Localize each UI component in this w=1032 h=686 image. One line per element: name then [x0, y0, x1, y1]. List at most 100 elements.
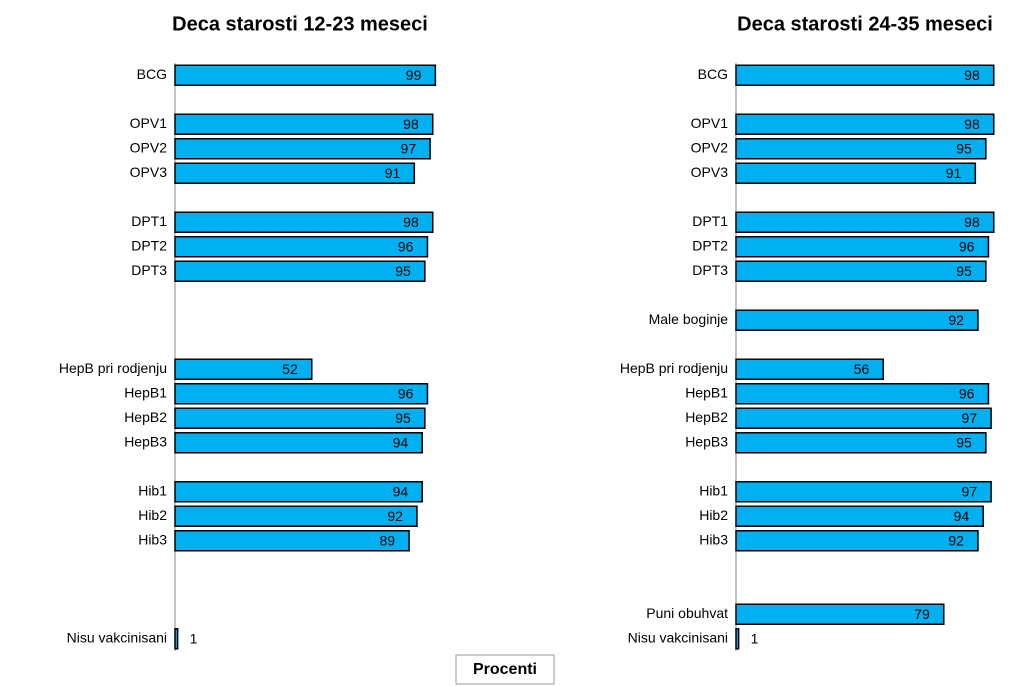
data-label: 96	[959, 238, 975, 254]
category-label: HepB1	[685, 384, 728, 400]
category-label: Hib2	[138, 507, 167, 523]
data-label: 79	[914, 606, 930, 622]
category-label: HepB3	[124, 433, 167, 449]
category-label: HepB pri rodjenju	[620, 360, 728, 376]
bar	[735, 505, 984, 527]
category-label: HepB1	[124, 384, 167, 400]
data-label: 92	[948, 532, 964, 548]
data-label: 97	[401, 140, 417, 156]
data-label: 94	[393, 434, 409, 450]
category-label: Hib3	[138, 531, 167, 547]
bar	[174, 407, 426, 429]
bar	[735, 236, 990, 258]
category-label: OPV2	[691, 139, 729, 155]
bar	[174, 505, 418, 527]
data-label: 98	[964, 116, 980, 132]
bar	[735, 432, 987, 454]
chart-title: Deca starosti 12-23 meseci	[172, 13, 428, 35]
bar	[735, 603, 945, 625]
category-label: Nisu vakcinisani	[67, 629, 167, 645]
data-label: 98	[403, 116, 419, 132]
category-label: DPT1	[692, 213, 728, 229]
data-label: 98	[403, 214, 419, 230]
bar	[174, 211, 434, 233]
data-label: 98	[964, 67, 980, 83]
data-label: 96	[398, 238, 414, 254]
data-label: 95	[956, 434, 972, 450]
data-label: 56	[854, 361, 870, 377]
category-label: OPV3	[691, 164, 729, 180]
category-label: HepB3	[685, 433, 728, 449]
data-label: 99	[406, 67, 422, 83]
x-label-box	[455, 654, 555, 685]
data-label: 1	[751, 630, 759, 646]
category-label: HepB pri rodjenju	[59, 360, 167, 376]
data-label: 96	[959, 385, 975, 401]
category-label: Hib2	[699, 507, 728, 523]
bar	[174, 383, 429, 405]
category-label: Nisu vakcinisani	[628, 629, 728, 645]
category-label: Hib1	[138, 482, 167, 498]
category-label: DPT1	[131, 213, 167, 229]
bar	[735, 211, 995, 233]
category-label: BCG	[137, 66, 167, 82]
bar	[735, 113, 995, 135]
category-label: DPT2	[692, 237, 728, 253]
bar	[174, 138, 431, 160]
data-label: 95	[956, 263, 972, 279]
bar	[174, 481, 423, 503]
bar	[735, 407, 992, 429]
data-label: 94	[393, 483, 409, 499]
bar	[735, 383, 990, 405]
bar	[174, 236, 429, 258]
bar	[174, 358, 313, 380]
bar	[174, 113, 434, 135]
data-label: 97	[962, 410, 978, 426]
bar	[174, 432, 423, 454]
data-label: 94	[954, 508, 970, 524]
category-label: BCG	[698, 66, 728, 82]
category-label: OPV1	[130, 115, 168, 131]
bar	[735, 628, 740, 650]
bar	[174, 162, 416, 184]
data-label: 95	[956, 140, 972, 156]
category-label: Puni obuhvat	[646, 605, 728, 621]
category-label: DPT2	[131, 237, 167, 253]
category-label: HepB2	[685, 409, 728, 425]
data-label: 96	[398, 385, 414, 401]
bar	[735, 162, 977, 184]
category-label: DPT3	[131, 262, 167, 278]
bar	[735, 260, 987, 282]
data-label: 92	[948, 312, 964, 328]
bar	[735, 530, 979, 552]
data-label: 91	[385, 165, 401, 181]
bar	[174, 260, 426, 282]
category-label: OPV1	[691, 115, 729, 131]
category-label: Hib3	[699, 531, 728, 547]
category-label: HepB2	[124, 409, 167, 425]
bar	[735, 309, 979, 331]
category-label: Hib1	[699, 482, 728, 498]
x-axis-label: Procenti	[473, 661, 537, 678]
data-label: 52	[282, 361, 298, 377]
bar	[735, 138, 987, 160]
bar	[735, 358, 885, 380]
data-label: 97	[962, 483, 978, 499]
data-label: 98	[964, 214, 980, 230]
data-label: 95	[395, 263, 411, 279]
bar	[735, 481, 992, 503]
data-label: 91	[946, 165, 962, 181]
bar	[174, 530, 410, 552]
category-label: Male boginje	[649, 311, 729, 327]
data-label: 89	[379, 532, 395, 548]
category-label: DPT3	[692, 262, 728, 278]
category-label: OPV2	[130, 139, 168, 155]
bar	[174, 628, 179, 650]
bar	[735, 64, 995, 86]
bar	[174, 64, 437, 86]
data-label: 1	[190, 630, 198, 646]
data-label: 92	[387, 508, 403, 524]
data-label: 95	[395, 410, 411, 426]
chart-title: Deca starosti 24-35 meseci	[737, 13, 993, 35]
